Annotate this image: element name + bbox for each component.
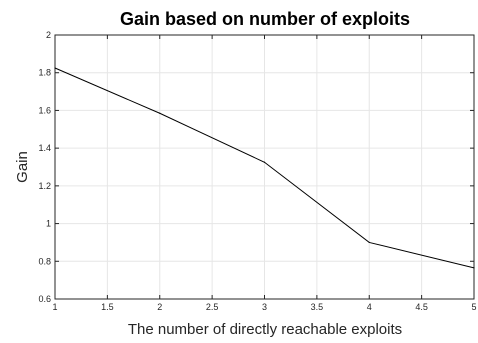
data-point	[159, 112, 161, 114]
x-axis-label: The number of directly reachable exploit…	[128, 321, 402, 338]
chart-title: Gain based on number of exploits	[120, 9, 410, 29]
x-tick-label: 5	[471, 302, 476, 312]
series-group	[54, 67, 475, 269]
y-tick-label: 1.6	[38, 105, 51, 115]
x-tick-label: 2.5	[206, 302, 219, 312]
x-tick-label: 1.5	[101, 302, 114, 312]
y-axis-label: Gain	[14, 151, 31, 183]
y-tick-label: 2	[46, 30, 51, 40]
y-tick-label: 1.8	[38, 68, 51, 78]
data-point	[473, 267, 475, 269]
axis-ticks: 1 1.5 2 2.5 3 3.5 4 4.5 5 0.6 0.8 1 1.2 1.4 1.6 1.8 2	[38, 30, 476, 312]
y-tick-label: 1.2	[38, 181, 51, 191]
x-tick-label: 3	[262, 302, 267, 312]
x-tick-label: 2	[157, 302, 162, 312]
data-point	[263, 161, 266, 163]
x-tick-label: 4.5	[415, 302, 428, 312]
x-tick-label: 1	[52, 302, 57, 312]
y-tick-label: 1	[46, 219, 51, 229]
y-tick-label: 0.6	[38, 294, 51, 304]
x-tick-label: 4	[367, 302, 372, 312]
x-tick-label: 3.5	[311, 302, 324, 312]
y-tick-label: 0.8	[38, 256, 51, 266]
grid	[54, 34, 475, 300]
data-point	[54, 67, 56, 69]
data-point	[368, 241, 370, 244]
y-tick-label: 1.4	[38, 143, 51, 153]
